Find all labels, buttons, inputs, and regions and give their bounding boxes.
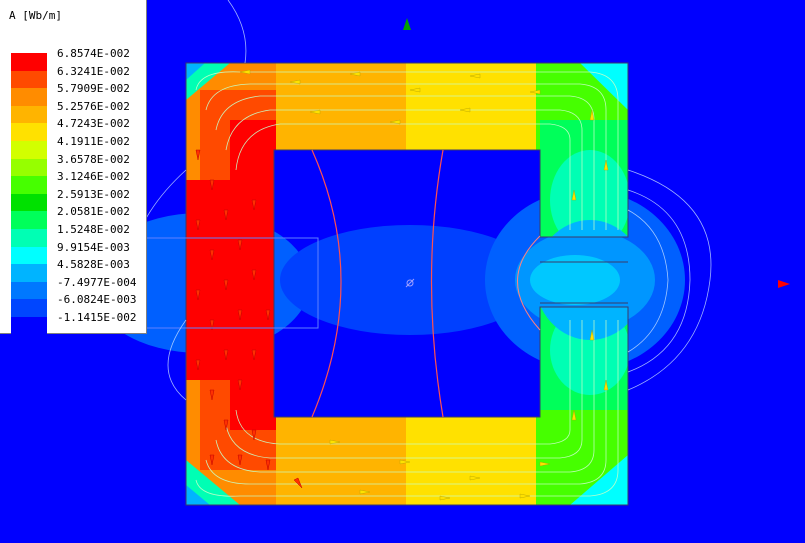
legend-swatch bbox=[11, 123, 47, 141]
legend-swatch bbox=[11, 70, 47, 89]
contour-line bbox=[517, 235, 541, 331]
contour-line bbox=[311, 149, 342, 418]
legend-title: A [Wb/m] bbox=[9, 9, 62, 22]
legend-swatch bbox=[11, 211, 47, 229]
contour-line bbox=[430, 149, 444, 418]
y-axis-arrow-icon bbox=[403, 18, 411, 30]
legend-panel: A [Wb/m] 6.8574E-002 6.3241E-002 5.7909E-0… bbox=[0, 0, 147, 335]
legend-value-label: 5.7909E-002 bbox=[57, 82, 130, 96]
legend-swatch bbox=[11, 246, 47, 265]
legend-value-label: 2.0581E-002 bbox=[57, 205, 130, 219]
legend-value-label: 5.2576E-002 bbox=[57, 99, 130, 113]
legend-swatch bbox=[11, 53, 47, 71]
legend-value-label: 9.9154E-003 bbox=[57, 240, 130, 254]
legend-value-label: 2.5913E-002 bbox=[57, 187, 130, 201]
legend-value-label: -6.0824E-003 bbox=[57, 293, 137, 307]
legend-swatch bbox=[11, 229, 47, 247]
x-axis-arrow-icon bbox=[778, 280, 790, 288]
core-outline bbox=[185, 62, 629, 506]
coordinate-origin-icon bbox=[405, 278, 415, 288]
legend-value-label: 4.1911E-002 bbox=[57, 135, 130, 148]
legend-swatch bbox=[11, 281, 47, 300]
legend-value-label: 6.8574E-002 bbox=[57, 47, 130, 60]
legend-swatch bbox=[11, 158, 47, 177]
legend-swatch bbox=[11, 141, 47, 159]
legend-value-label: 1.5248E-002 bbox=[57, 223, 130, 236]
legend-swatch bbox=[11, 105, 47, 124]
legend-swatch bbox=[11, 88, 47, 106]
legend-value-label: 4.5828E-003 bbox=[57, 258, 130, 272]
legend-value-label: 3.1246E-002 bbox=[57, 170, 130, 184]
legend-swatch bbox=[11, 193, 47, 212]
legend-value-label: 6.3241E-002 bbox=[57, 64, 130, 78]
legend-swatch bbox=[11, 317, 47, 335]
legend-value-label: -1.1415E-002 bbox=[57, 311, 137, 324]
legend-swatch bbox=[11, 264, 47, 282]
vector-arrows bbox=[195, 69, 609, 501]
legend-swatch bbox=[11, 299, 47, 317]
legend-value-label: 4.7243E-002 bbox=[57, 117, 130, 131]
legend-value-label: 3.6578E-002 bbox=[57, 152, 130, 166]
legend-value-label: -7.4977E-004 bbox=[57, 275, 137, 289]
legend-swatch bbox=[11, 176, 47, 194]
